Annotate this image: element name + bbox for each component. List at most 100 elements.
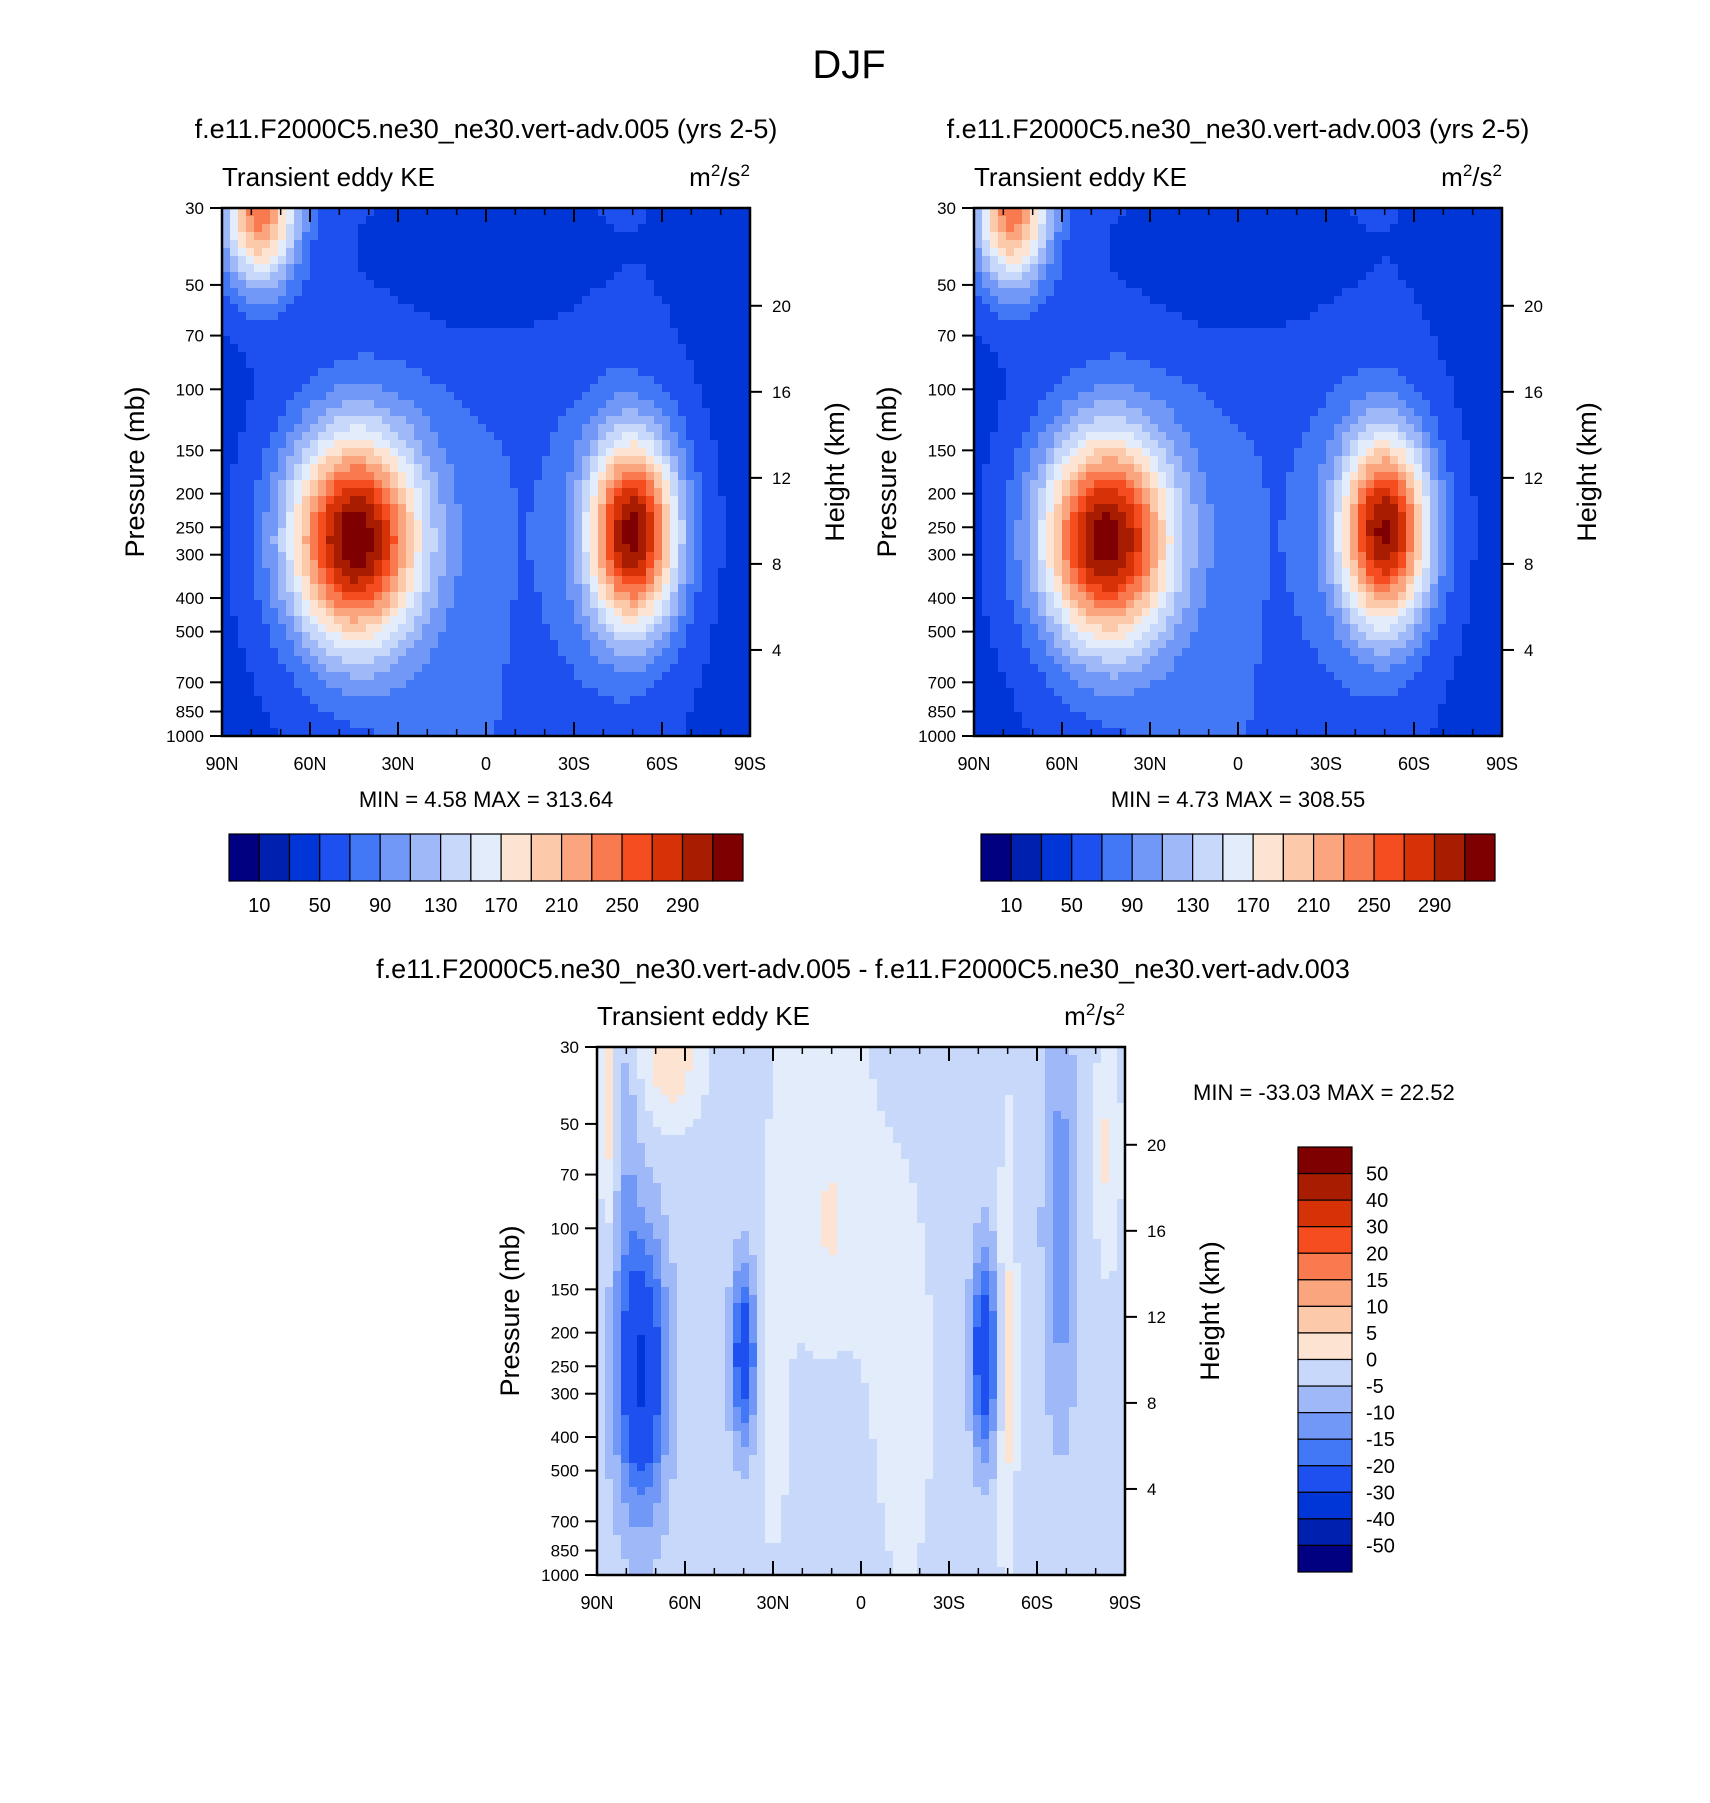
heatmap-cell — [478, 592, 487, 601]
heatmap-cell — [454, 656, 463, 665]
heatmap-cell — [1350, 264, 1359, 273]
heatmap-cell — [1006, 264, 1015, 273]
heatmap-cell — [366, 320, 375, 329]
heatmap-cell — [606, 440, 615, 449]
heatmap-cell — [1134, 248, 1143, 257]
heatmap-cell — [574, 480, 583, 489]
heatmap-cell — [622, 336, 631, 345]
heatmap-cell — [534, 616, 543, 625]
heatmap-cell — [262, 208, 271, 217]
heatmap-cell — [630, 696, 639, 705]
heatmap-cell — [398, 680, 407, 689]
heatmap-cell — [1446, 216, 1455, 225]
heatmap-cell — [1110, 216, 1119, 225]
heatmap-cell — [734, 352, 743, 361]
heatmap-cell — [622, 560, 631, 569]
heatmap-cell — [1318, 232, 1327, 241]
heatmap-cell — [742, 400, 751, 409]
heatmap-cell — [1454, 224, 1463, 233]
heatmap-cell — [614, 464, 623, 473]
heatmap-cell — [494, 560, 503, 569]
heatmap-cell — [590, 560, 599, 569]
heatmap-cell — [1310, 240, 1319, 249]
heatmap-cell — [470, 728, 479, 737]
heatmap-cell — [542, 376, 551, 385]
heatmap-cell — [606, 488, 615, 497]
heatmap-cell — [1014, 208, 1023, 217]
heatmap-cell — [710, 480, 719, 489]
heatmap-cell — [318, 544, 327, 553]
heatmap-cell — [270, 336, 279, 345]
heatmap-cell — [598, 568, 607, 577]
heatmap-cell — [574, 208, 583, 217]
heatmap-cell — [326, 320, 335, 329]
heatmap-cell — [694, 672, 703, 681]
heatmap-cell — [374, 664, 383, 673]
heatmap-cell — [310, 208, 319, 217]
heatmap-cell — [678, 672, 687, 681]
heatmap-cell — [246, 232, 255, 241]
heatmap-cell — [222, 656, 231, 665]
heatmap-cell — [478, 464, 487, 473]
heatmap-cell — [982, 224, 991, 233]
heatmap-cell — [246, 224, 255, 233]
heatmap-cell — [270, 600, 279, 609]
heatmap-cell — [286, 328, 295, 337]
heatmap-cell — [1038, 248, 1047, 257]
heatmap-cell — [646, 480, 655, 489]
heatmap-cell — [598, 424, 607, 433]
heatmap-cell — [430, 560, 439, 569]
heatmap-cell — [358, 456, 367, 465]
heatmap-cell — [686, 648, 695, 657]
heatmap-cell — [662, 696, 671, 705]
heatmap-cell — [590, 456, 599, 465]
heatmap-cell — [406, 408, 415, 417]
heatmap-cell — [558, 224, 567, 233]
heatmap-cell — [526, 688, 535, 697]
heatmap-cell — [446, 520, 455, 529]
heatmap-cell — [326, 424, 335, 433]
heatmap-cell — [390, 512, 399, 521]
heatmap-cell — [566, 352, 575, 361]
heatmap-cell — [438, 568, 447, 577]
heatmap-cell — [1342, 240, 1351, 249]
heatmap-cell — [270, 352, 279, 361]
heatmap-cell — [734, 424, 743, 433]
heatmap-cell — [614, 400, 623, 409]
heatmap-cell — [406, 560, 415, 569]
heatmap-cell — [294, 728, 303, 737]
heatmap-cell — [254, 320, 263, 329]
heatmap-cell — [1358, 256, 1367, 265]
heatmap-cell — [670, 320, 679, 329]
heatmap-cell — [422, 720, 431, 729]
heatmap-cell — [686, 224, 695, 233]
heatmap-cell — [550, 392, 559, 401]
heatmap-cell — [438, 696, 447, 705]
heatmap-cell — [598, 296, 607, 305]
heatmap-cell — [710, 352, 719, 361]
heatmap-cell — [366, 248, 375, 257]
heatmap-cell — [454, 440, 463, 449]
heatmap-cell — [278, 504, 287, 513]
heatmap-cell — [1366, 224, 1375, 233]
heatmap-cell — [382, 592, 391, 601]
heatmap-cell — [270, 384, 279, 393]
heatmap-cell — [614, 208, 623, 217]
heatmap-cell — [246, 512, 255, 521]
heatmap-cell — [606, 624, 615, 633]
heatmap-cell — [374, 368, 383, 377]
heatmap-cell — [590, 248, 599, 257]
heatmap-cell — [262, 256, 271, 265]
heatmap-cell — [342, 664, 351, 673]
heatmap-cell — [334, 696, 343, 705]
heatmap-cell — [366, 208, 375, 217]
heatmap-cell — [590, 208, 599, 217]
heatmap-cell — [558, 416, 567, 425]
heatmap-cell — [278, 320, 287, 329]
heatmap-cell — [606, 384, 615, 393]
heatmap-cell — [1174, 256, 1183, 265]
heatmap-cell — [1270, 264, 1279, 273]
heatmap-cell — [486, 232, 495, 241]
heatmap-cell — [542, 696, 551, 705]
